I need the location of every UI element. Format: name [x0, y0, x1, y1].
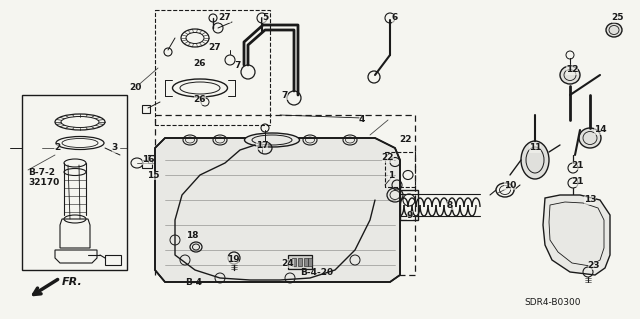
Text: 27: 27	[219, 13, 231, 23]
Polygon shape	[543, 195, 610, 275]
Text: 13: 13	[584, 196, 596, 204]
Ellipse shape	[579, 128, 601, 148]
Text: 26: 26	[193, 58, 205, 68]
Text: 18: 18	[186, 231, 198, 240]
Text: FR.: FR.	[62, 277, 83, 287]
Bar	[155, 10, 270, 125]
Text: 26: 26	[194, 95, 206, 105]
Text: 6: 6	[392, 13, 398, 23]
Text: 16: 16	[141, 155, 154, 165]
Polygon shape	[155, 138, 400, 282]
Text: SDR4-B0300: SDR4-B0300	[524, 298, 580, 307]
Text: 10: 10	[504, 181, 516, 189]
Text: 27: 27	[209, 43, 221, 53]
Bar	[292, 258, 296, 266]
Bar	[308, 258, 312, 266]
Bar	[288, 255, 312, 269]
Ellipse shape	[521, 141, 549, 179]
Bar	[22, 95, 127, 270]
Bar	[148, 155, 158, 163]
Bar	[304, 258, 308, 266]
Bar	[298, 258, 302, 266]
Text: B-4-20: B-4-20	[300, 268, 333, 277]
Text: 12: 12	[566, 65, 579, 75]
Text: B-4: B-4	[185, 278, 202, 287]
Ellipse shape	[560, 66, 580, 84]
Text: 8: 8	[447, 201, 453, 210]
Text: 4: 4	[359, 115, 365, 124]
Text: 7: 7	[282, 91, 288, 100]
Bar	[400, 190, 418, 220]
Text: 22: 22	[399, 136, 412, 145]
Text: 20: 20	[129, 84, 141, 93]
Text: 11: 11	[529, 144, 541, 152]
Text: 21: 21	[572, 177, 584, 187]
Text: 5: 5	[262, 13, 268, 23]
Text: 15: 15	[147, 170, 159, 180]
Text: 7: 7	[235, 61, 241, 70]
Text: 2: 2	[54, 144, 60, 152]
Ellipse shape	[606, 23, 622, 37]
Text: 25: 25	[612, 13, 624, 23]
Text: 17: 17	[256, 140, 268, 150]
Text: 24: 24	[282, 258, 294, 268]
Bar	[142, 105, 150, 113]
Bar	[142, 160, 152, 168]
Text: 3: 3	[112, 144, 118, 152]
Text: 23: 23	[588, 261, 600, 270]
Text: 19: 19	[227, 256, 239, 264]
Ellipse shape	[244, 133, 300, 147]
Text: 9: 9	[407, 211, 413, 219]
Bar	[155, 115, 415, 275]
Text: 1: 1	[388, 170, 394, 180]
Text: 22: 22	[381, 153, 394, 162]
Text: 21: 21	[572, 160, 584, 169]
Bar	[385, 152, 415, 187]
Text: 14: 14	[594, 125, 606, 135]
Text: B-7-2
32170: B-7-2 32170	[28, 168, 60, 187]
Bar	[105, 255, 121, 265]
